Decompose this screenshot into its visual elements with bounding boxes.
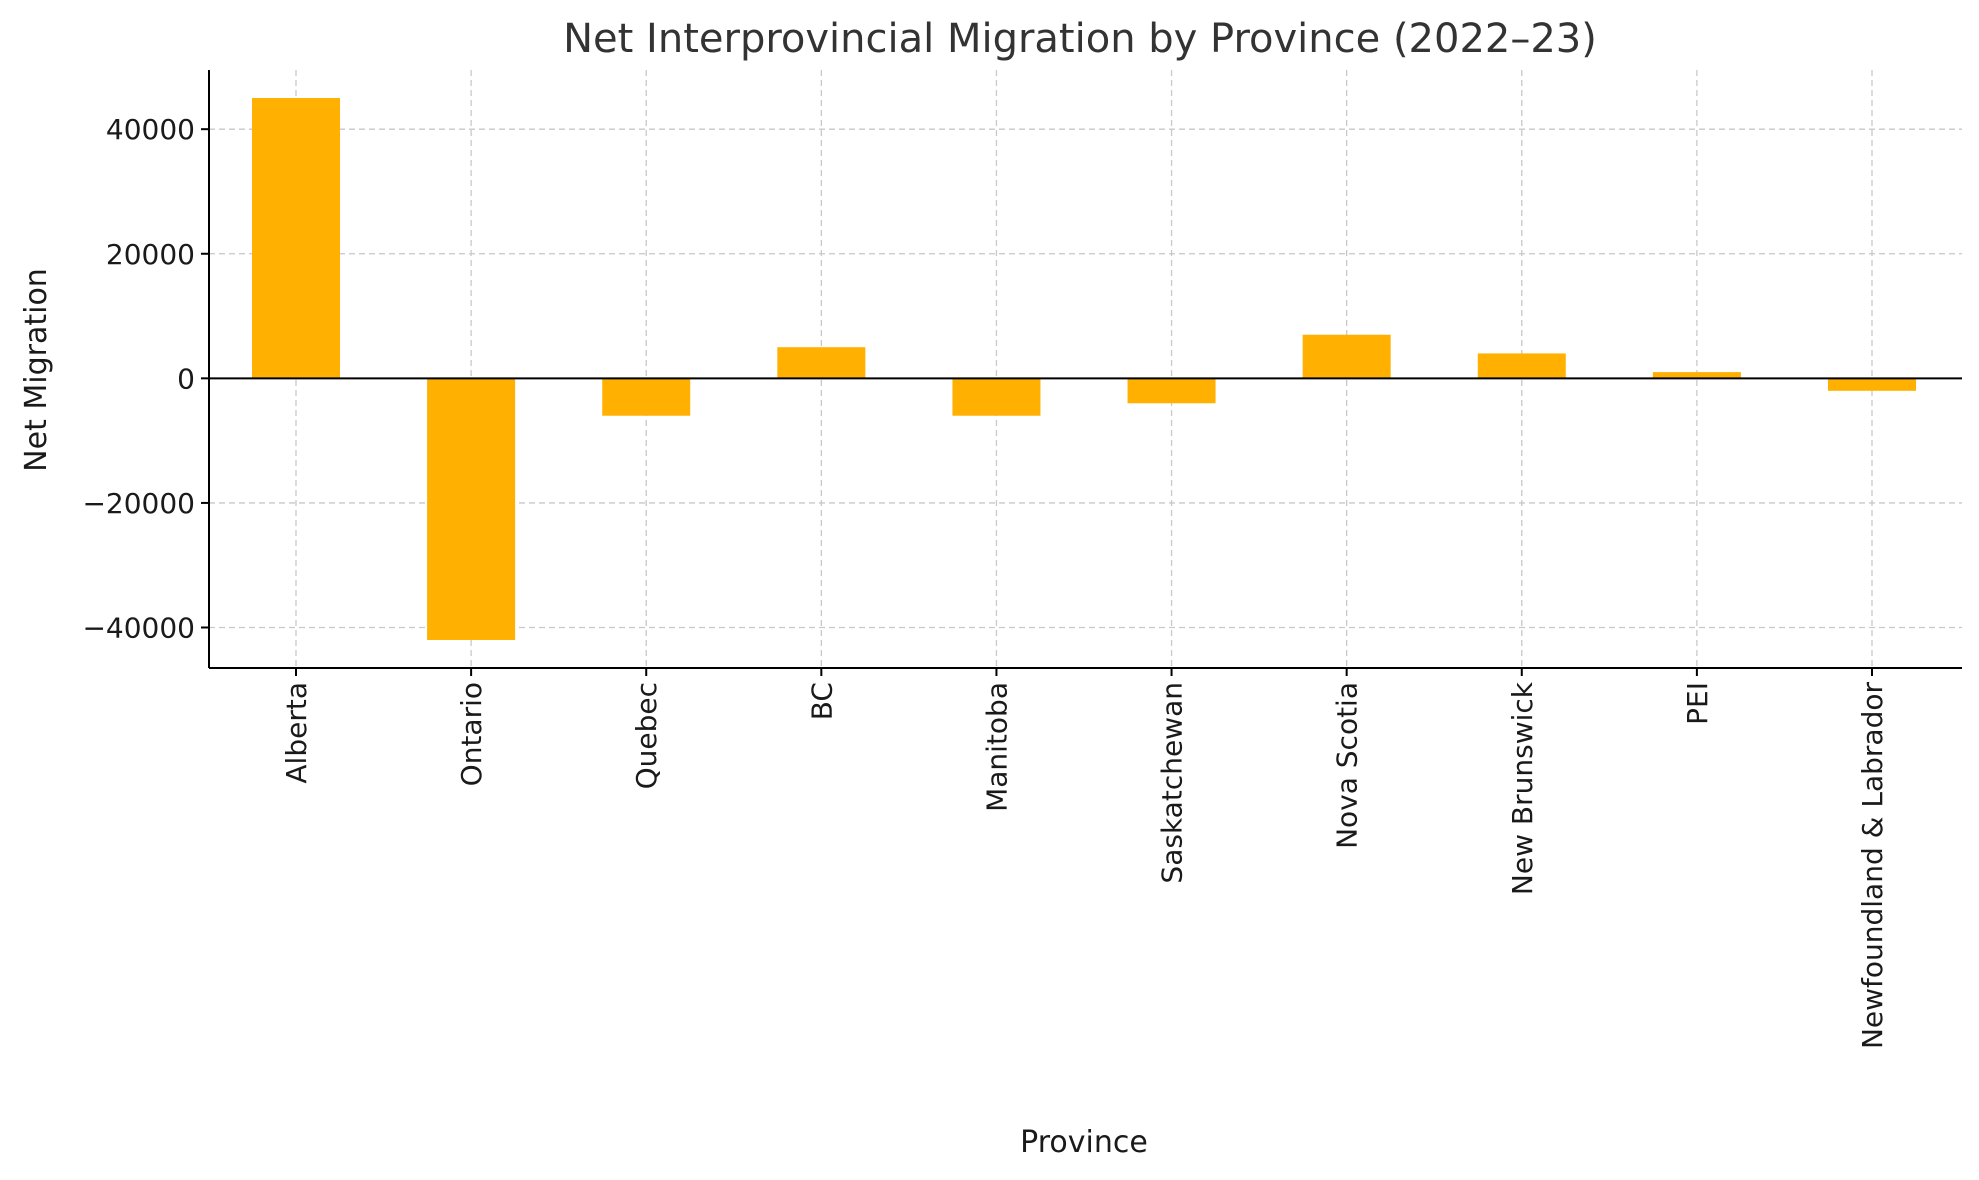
chart-title: Net Interprovincial Migration by Provinc… — [563, 16, 1597, 62]
y-tick-label: 20000 — [106, 238, 195, 271]
x-tick-label: Alberta — [280, 682, 313, 784]
x-tick-label: Ontario — [455, 682, 488, 786]
bar-nova-scotia — [1302, 334, 1391, 379]
x-tick-label: Saskatchewan — [1156, 682, 1189, 884]
bar-newfoundland-labrador — [1828, 378, 1916, 391]
y-axis-ticks: −40000 −20000 0 20000 40000 — [82, 113, 209, 645]
x-tick-label: Quebec — [630, 682, 663, 789]
y-tick-label: −20000 — [82, 487, 195, 520]
bar-new-brunswick — [1477, 353, 1566, 379]
y-tick-label: −40000 — [82, 612, 195, 645]
bar-manitoba — [952, 378, 1041, 416]
x-tick-label: New Brunswick — [1506, 681, 1539, 895]
x-axis-title: Province — [1020, 1125, 1148, 1160]
y-tick-label: 40000 — [106, 113, 195, 146]
x-tick-label: PEI — [1681, 682, 1714, 725]
x-tick-label: Newfoundland & Labrador — [1856, 682, 1889, 1050]
x-axis-ticks: Alberta Ontario Quebec BC Manitoba Saskatchew… — [280, 668, 1889, 1049]
bar-alberta — [252, 98, 340, 379]
bar-quebec — [602, 378, 691, 416]
bar-pei — [1652, 372, 1741, 379]
bars — [252, 98, 1916, 640]
x-tick-label: Manitoba — [980, 682, 1013, 812]
axes — [208, 70, 1962, 669]
y-axis-title: Net Migration — [19, 268, 54, 472]
bar-ontario — [427, 378, 516, 640]
bar-saskatchewan — [1127, 378, 1216, 404]
x-tick-label: Nova Scotia — [1331, 682, 1364, 849]
x-tick-label: BC — [805, 682, 838, 720]
bar-bc — [777, 347, 866, 379]
y-tick-label: 0 — [177, 362, 195, 395]
